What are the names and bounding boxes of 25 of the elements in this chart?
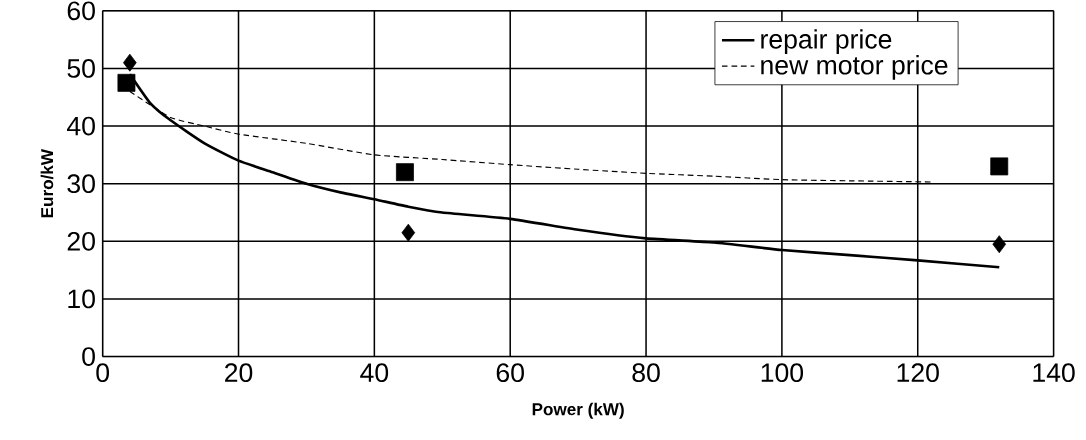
y-tick-label: 30 bbox=[67, 174, 95, 193]
x-tick-label: 40 bbox=[360, 363, 389, 382]
x-axis-title: Power (kW) bbox=[532, 402, 624, 419]
y-tick-label: 50 bbox=[67, 58, 95, 78]
x-tick-label: 100 bbox=[761, 363, 804, 382]
point bbox=[992, 235, 1007, 253]
y-axis-title: Euro/kW bbox=[40, 148, 54, 218]
y-tick-label: 0 bbox=[82, 346, 95, 366]
point bbox=[990, 157, 1009, 176]
y-tick-label: 60 bbox=[67, 1, 95, 21]
legend-label: new motor price bbox=[761, 54, 948, 80]
x-tick-label: 20 bbox=[225, 363, 253, 382]
x-tick-label: 120 bbox=[897, 363, 939, 382]
point bbox=[401, 223, 416, 242]
point bbox=[396, 163, 414, 181]
x-tick-label: 0 bbox=[96, 363, 110, 382]
x-tick-label: 60 bbox=[496, 363, 524, 382]
y-tick-label: 20 bbox=[67, 231, 95, 251]
y-tick-label: 10 bbox=[68, 289, 95, 309]
legend-label: repair price bbox=[761, 29, 892, 54]
point bbox=[123, 53, 137, 72]
x-tick-label: 140 bbox=[1033, 363, 1075, 382]
x-tick-label: 80 bbox=[632, 363, 660, 382]
point bbox=[117, 73, 136, 92]
y-tick-label: 40 bbox=[66, 116, 95, 136]
